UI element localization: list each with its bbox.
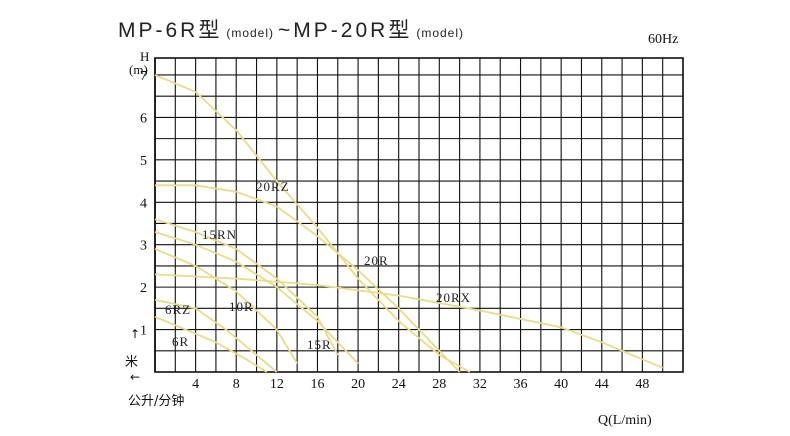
y-axis-symbol: H <box>140 49 150 64</box>
curve-label-6r: 6R <box>172 334 189 349</box>
x-tick-label: 16 <box>310 377 324 392</box>
x-axis-unit-cn: 公升/分钟 <box>128 394 185 409</box>
title-model-range-start: MP-6R型 <box>118 19 223 42</box>
chart-curves <box>154 74 664 373</box>
curve-15r <box>154 231 359 365</box>
x-axis-arrow-icon: ← <box>130 370 141 384</box>
title-model-note-2: (model) <box>416 26 465 40</box>
curve-label-10r: 10R <box>229 299 254 314</box>
curve-20rx <box>154 273 664 369</box>
y-tick-label: 3 <box>140 239 147 254</box>
x-tick-label: 8 <box>233 377 240 392</box>
curve-label-6rz: 6RZ <box>165 302 191 317</box>
y-tick-label: 7 <box>140 69 147 84</box>
curve-label-20rz: 20RZ <box>256 179 290 194</box>
x-tick-label: 44 <box>595 377 609 392</box>
curve-15rn <box>154 218 339 356</box>
chart-title: MP-6R型 (model) ~MP-20R型 (model) <box>118 14 468 44</box>
y-tick-label: 2 <box>140 281 147 296</box>
y-tick-label: 4 <box>140 196 147 211</box>
chart-grid <box>154 57 684 373</box>
frequency-label: 60Hz <box>648 32 679 47</box>
y-tick-label: 6 <box>140 111 147 126</box>
x-tick-label: 24 <box>392 377 406 392</box>
curve-20r <box>155 184 461 373</box>
x-tick-label: 40 <box>554 377 568 392</box>
plot-frame <box>154 57 684 373</box>
curve-label-20r: 20R <box>364 253 389 268</box>
y-axis-unit-cn: 米 <box>125 355 139 370</box>
x-tick-label: 32 <box>473 377 487 392</box>
title-separator: ~ <box>278 19 294 42</box>
y-tick-label: 5 <box>140 154 147 169</box>
x-tick-label: 4 <box>192 377 199 392</box>
x-tick-label: 48 <box>635 377 649 392</box>
curve-20rz <box>154 74 471 373</box>
curve-label-15r: 15R <box>307 337 332 352</box>
x-tick-label: 12 <box>270 377 284 392</box>
curve-10r <box>154 248 298 364</box>
x-axis-label: Q(L/min) <box>598 413 652 428</box>
curve-6r <box>154 315 268 373</box>
y-axis-arrow-icon: ↑ <box>130 327 141 341</box>
y-axis-unit: (m) <box>129 62 148 77</box>
title-model-note-1: (model) <box>226 26 275 40</box>
x-tick-label: 20 <box>351 377 365 392</box>
curve-6rz <box>154 299 278 373</box>
curve-label-20rx: 20RX <box>436 290 471 305</box>
title-model-range-end: MP-20R型 <box>293 19 413 42</box>
curve-labels: 20RZ 20R 20RX 15RN 15R 10R 6RZ 6R <box>165 179 471 352</box>
y-tick-label: 1 <box>140 324 147 339</box>
x-tick-label: 28 <box>432 377 446 392</box>
x-tick-label: 36 <box>514 377 528 392</box>
curve-label-15rn: 15RN <box>202 227 237 242</box>
